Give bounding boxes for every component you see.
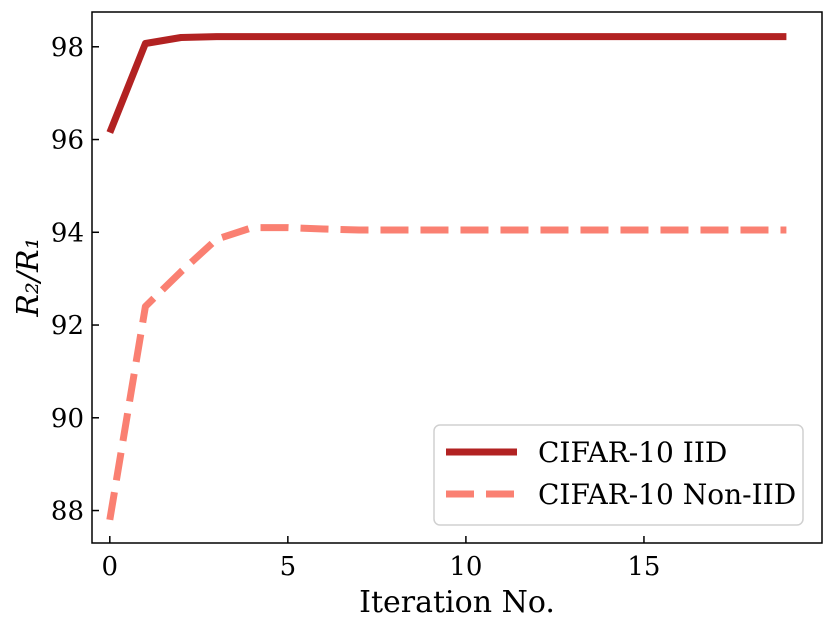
plot-area (91, 11, 823, 544)
y-tick-label: 90 (51, 404, 84, 434)
plot-frame (91, 11, 823, 544)
y-tick-label: 98 (51, 33, 84, 63)
x-axis-title: Iteration No. (359, 585, 555, 620)
y-axis-title: R₂/R₁ (11, 237, 46, 317)
x-tick-label: 5 (280, 552, 297, 582)
series-layer (106, 33, 787, 521)
x-axis: 0 5 10 15 (102, 536, 660, 582)
legend-label-non-iid: CIFAR-10 Non-IID (538, 478, 796, 511)
y-tick-label: 88 (51, 497, 84, 527)
legend-box (433, 424, 804, 526)
series-line-iid (106, 33, 787, 134)
x-tick-label: 0 (102, 552, 119, 582)
y-axis: 88 90 92 94 96 98 (51, 33, 99, 527)
y-tick-label: 92 (51, 311, 84, 341)
y-tick-label: 96 (51, 126, 84, 156)
y-tick-label: 94 (51, 218, 84, 248)
legend-label-iid: CIFAR-10 IID (538, 436, 727, 469)
x-tick-label: 15 (627, 552, 660, 582)
series-line-non-iid (106, 224, 787, 521)
x-tick-label: 10 (449, 552, 482, 582)
legend: CIFAR-10 IID CIFAR-10 Non-IID (433, 424, 804, 526)
